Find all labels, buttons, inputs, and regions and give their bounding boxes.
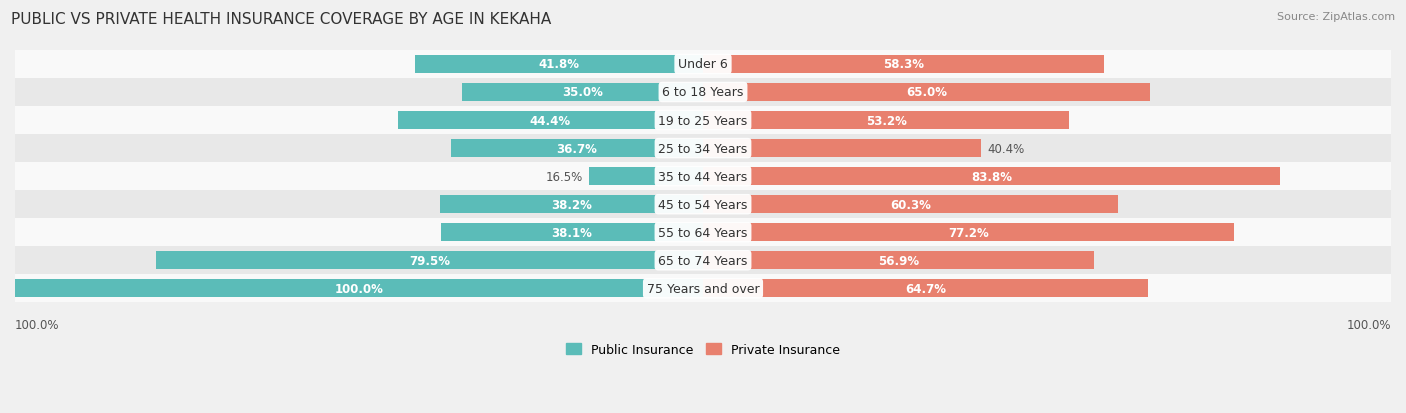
Bar: [703, 84, 1150, 102]
Text: 64.7%: 64.7%: [905, 282, 946, 295]
Text: 41.8%: 41.8%: [538, 58, 579, 71]
Text: 65 to 74 Years: 65 to 74 Years: [658, 254, 748, 267]
Bar: [441, 223, 703, 242]
Bar: [15, 275, 1391, 303]
Bar: [15, 191, 1391, 218]
Text: 36.7%: 36.7%: [557, 142, 598, 155]
Bar: [440, 196, 703, 214]
Text: 38.2%: 38.2%: [551, 198, 592, 211]
Bar: [15, 79, 1391, 107]
Text: 100.0%: 100.0%: [335, 282, 384, 295]
Bar: [450, 140, 703, 158]
Bar: [703, 56, 1104, 74]
Text: 79.5%: 79.5%: [409, 254, 450, 267]
Text: 100.0%: 100.0%: [15, 318, 59, 331]
Legend: Public Insurance, Private Insurance: Public Insurance, Private Insurance: [567, 343, 839, 356]
Text: 58.3%: 58.3%: [883, 58, 924, 71]
Bar: [703, 280, 1149, 298]
Bar: [415, 56, 703, 74]
Text: 25 to 34 Years: 25 to 34 Years: [658, 142, 748, 155]
Text: 40.4%: 40.4%: [988, 142, 1025, 155]
Bar: [15, 247, 1391, 275]
Text: 44.4%: 44.4%: [530, 114, 571, 127]
Text: 65.0%: 65.0%: [905, 86, 948, 99]
Text: 55 to 64 Years: 55 to 64 Years: [658, 226, 748, 239]
Bar: [15, 280, 703, 298]
Bar: [703, 140, 981, 158]
Text: 100.0%: 100.0%: [1347, 318, 1391, 331]
Text: 56.9%: 56.9%: [879, 254, 920, 267]
Text: PUBLIC VS PRIVATE HEALTH INSURANCE COVERAGE BY AGE IN KEKAHA: PUBLIC VS PRIVATE HEALTH INSURANCE COVER…: [11, 12, 551, 27]
Text: 53.2%: 53.2%: [866, 114, 907, 127]
Text: Under 6: Under 6: [678, 58, 728, 71]
Bar: [15, 107, 1391, 135]
Bar: [703, 223, 1234, 242]
Text: 60.3%: 60.3%: [890, 198, 931, 211]
Text: 38.1%: 38.1%: [551, 226, 592, 239]
Text: 6 to 18 Years: 6 to 18 Years: [662, 86, 744, 99]
Bar: [589, 168, 703, 186]
Bar: [703, 252, 1094, 270]
Bar: [703, 168, 1279, 186]
Bar: [703, 112, 1069, 130]
Text: 83.8%: 83.8%: [970, 170, 1012, 183]
Text: 77.2%: 77.2%: [948, 226, 988, 239]
Bar: [398, 112, 703, 130]
Bar: [15, 218, 1391, 247]
Text: 45 to 54 Years: 45 to 54 Years: [658, 198, 748, 211]
Text: 75 Years and over: 75 Years and over: [647, 282, 759, 295]
Text: Source: ZipAtlas.com: Source: ZipAtlas.com: [1277, 12, 1395, 22]
Text: 35.0%: 35.0%: [562, 86, 603, 99]
Bar: [156, 252, 703, 270]
Bar: [703, 196, 1118, 214]
Bar: [463, 84, 703, 102]
Text: 35 to 44 Years: 35 to 44 Years: [658, 170, 748, 183]
Text: 19 to 25 Years: 19 to 25 Years: [658, 114, 748, 127]
Bar: [15, 135, 1391, 163]
Bar: [15, 163, 1391, 191]
Text: 16.5%: 16.5%: [546, 170, 582, 183]
Bar: [15, 51, 1391, 79]
